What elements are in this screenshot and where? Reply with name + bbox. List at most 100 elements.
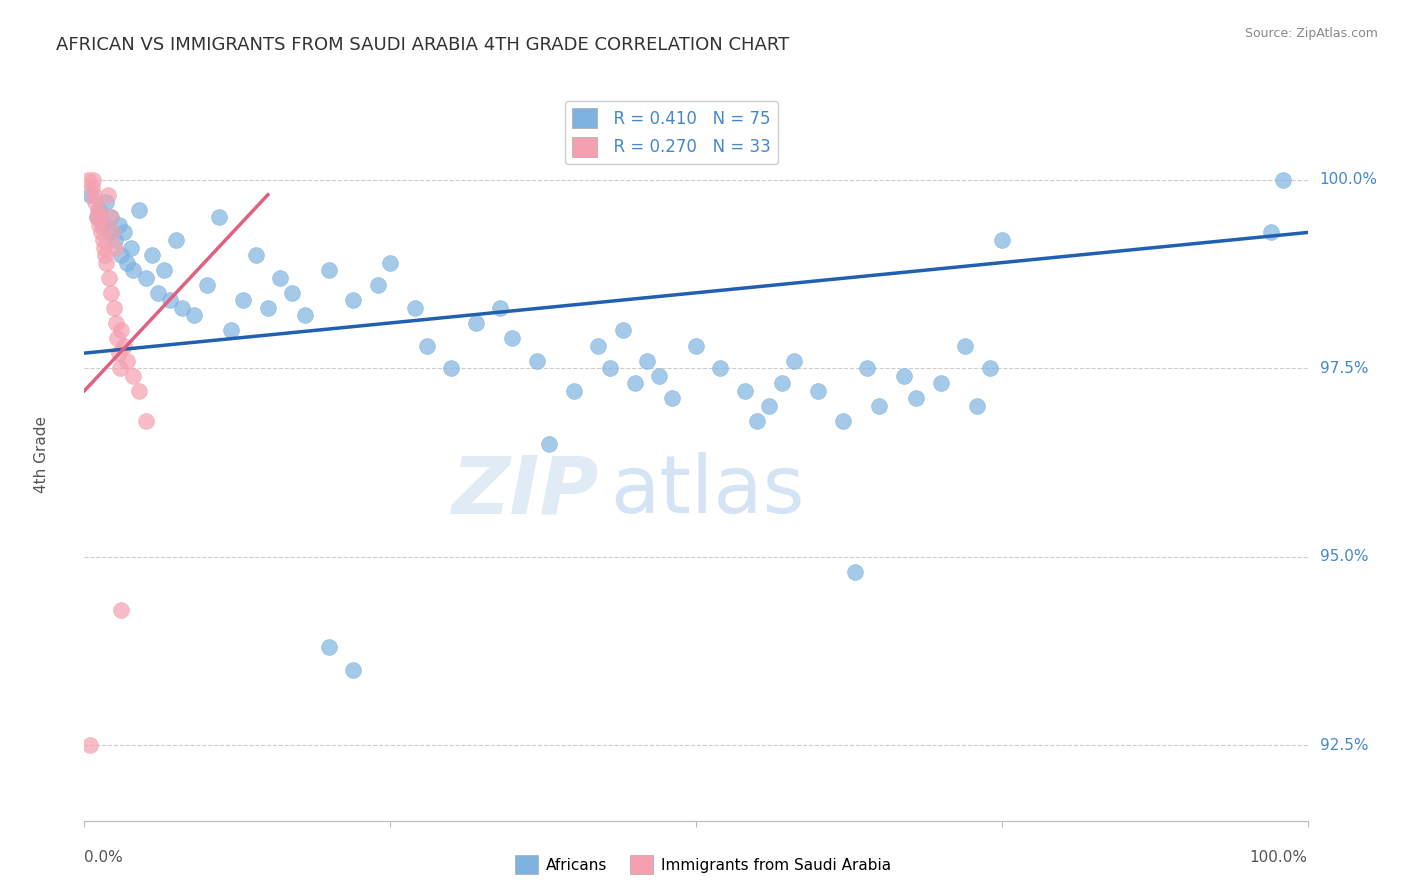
Text: Source: ZipAtlas.com: Source: ZipAtlas.com <box>1244 27 1378 40</box>
Point <box>97 187 120 202</box>
Point <box>128 202 150 217</box>
Point <box>165 233 187 247</box>
Text: 0.0%: 0.0% <box>84 850 124 865</box>
Point <box>107 218 129 232</box>
Point <box>991 233 1014 247</box>
Point <box>153 263 176 277</box>
Point <box>107 346 129 360</box>
Text: 95.0%: 95.0% <box>1320 549 1368 565</box>
Point <box>115 353 138 368</box>
Point <box>599 361 621 376</box>
Point <box>893 368 915 383</box>
Point <box>758 399 780 413</box>
Point <box>93 241 115 255</box>
Text: atlas: atlas <box>610 452 804 531</box>
Point <box>98 211 121 225</box>
Point <box>367 278 389 293</box>
Point <box>112 226 135 240</box>
Point <box>80 180 103 194</box>
Point <box>146 285 169 300</box>
Point <box>96 195 118 210</box>
Point <box>562 384 585 398</box>
Text: 97.5%: 97.5% <box>1320 360 1368 376</box>
Point <box>86 211 108 225</box>
Point <box>105 331 128 345</box>
Point <box>831 414 853 428</box>
Point <box>159 293 181 308</box>
Point <box>501 331 523 345</box>
Point <box>318 640 340 655</box>
Point <box>77 172 100 186</box>
Point <box>856 361 879 376</box>
Point <box>104 241 127 255</box>
Point <box>281 285 304 300</box>
Point <box>90 226 112 240</box>
Point <box>135 270 157 285</box>
Point <box>104 233 127 247</box>
Point <box>112 338 135 352</box>
Legend: Africans, Immigrants from Saudi Arabia: Africans, Immigrants from Saudi Arabia <box>509 849 897 880</box>
Point <box>1272 172 1295 186</box>
Point <box>440 361 463 376</box>
Point <box>100 211 122 225</box>
Point <box>86 211 108 225</box>
Legend:   R = 0.410   N = 75,   R = 0.270   N = 33: R = 0.410 N = 75, R = 0.270 N = 33 <box>565 101 778 163</box>
Point <box>526 353 548 368</box>
Point <box>294 309 316 323</box>
Point <box>96 255 118 269</box>
Point <box>489 301 512 315</box>
Point <box>120 241 142 255</box>
Point <box>101 226 124 240</box>
Point <box>84 195 107 210</box>
Point <box>135 414 157 428</box>
Point <box>87 202 110 217</box>
Point <box>115 255 138 269</box>
Point <box>79 738 101 752</box>
Text: 100.0%: 100.0% <box>1320 172 1378 187</box>
Point <box>416 338 439 352</box>
Point <box>380 255 402 269</box>
Point <box>122 263 145 277</box>
Point <box>83 187 105 202</box>
Point <box>269 270 291 285</box>
Point <box>183 309 205 323</box>
Point <box>953 338 976 352</box>
Point <box>869 399 891 413</box>
Point <box>979 361 1001 376</box>
Point <box>342 293 364 308</box>
Point <box>783 353 806 368</box>
Point <box>734 384 756 398</box>
Text: ZIP: ZIP <box>451 452 598 531</box>
Point <box>100 285 122 300</box>
Point <box>110 248 132 262</box>
Point <box>844 565 866 579</box>
Point <box>219 324 242 338</box>
Text: AFRICAN VS IMMIGRANTS FROM SAUDI ARABIA 4TH GRADE CORRELATION CHART: AFRICAN VS IMMIGRANTS FROM SAUDI ARABIA … <box>56 36 790 54</box>
Point <box>82 172 104 186</box>
Point <box>232 293 254 308</box>
Point <box>91 218 114 232</box>
Point <box>624 376 647 391</box>
Point <box>97 226 120 240</box>
Point <box>89 211 111 225</box>
Point <box>648 368 671 383</box>
Point <box>172 301 194 315</box>
Point <box>1260 226 1282 240</box>
Point <box>661 392 683 406</box>
Point <box>208 211 231 225</box>
Text: 92.5%: 92.5% <box>1320 738 1368 753</box>
Point <box>404 301 426 315</box>
Point <box>195 278 218 293</box>
Point <box>87 218 110 232</box>
Point <box>128 384 150 398</box>
Point <box>141 248 163 262</box>
Point <box>709 361 731 376</box>
Point <box>94 248 117 262</box>
Point <box>105 316 128 330</box>
Point <box>245 248 267 262</box>
Point <box>464 316 486 330</box>
Point <box>97 270 120 285</box>
Point <box>966 399 988 413</box>
Text: 100.0%: 100.0% <box>1250 850 1308 865</box>
Point <box>770 376 793 391</box>
